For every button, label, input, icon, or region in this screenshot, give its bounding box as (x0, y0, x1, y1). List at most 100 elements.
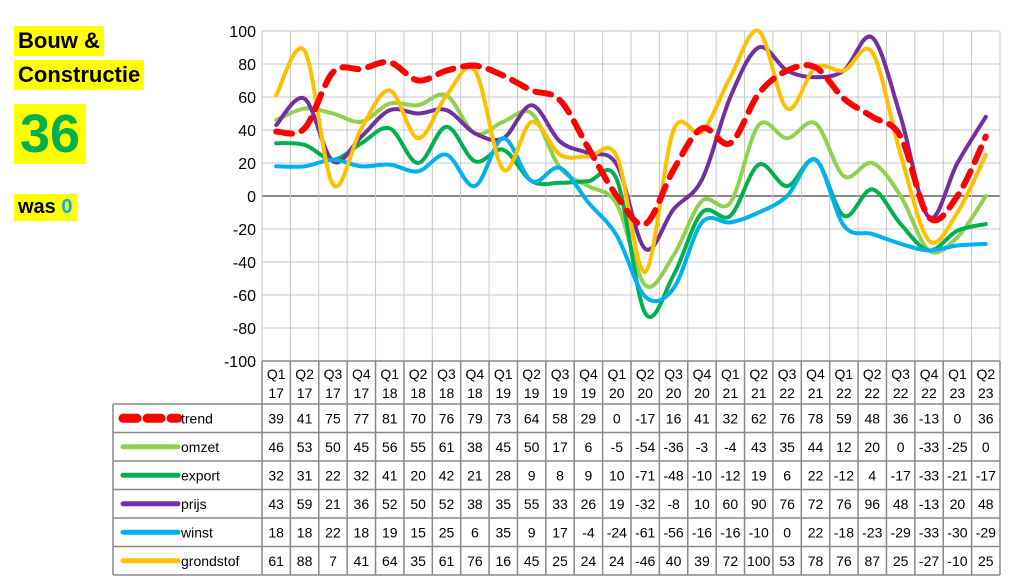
table-cell-grondstof: 64 (382, 553, 398, 569)
x-tick-quarter: Q1 (494, 366, 513, 382)
table-cell-prijs: 33 (552, 496, 568, 512)
table-cell-export: 9 (528, 467, 536, 483)
table-cell-prijs: 10 (694, 496, 710, 512)
table-cell-trend: 77 (354, 410, 370, 426)
table-cell-omzet: 50 (325, 439, 341, 455)
x-tick-year: 20 (637, 385, 653, 401)
x-tick-quarter: Q4 (579, 366, 598, 382)
table-cell-grondstof: 25 (893, 553, 909, 569)
table-cell-grondstof: 61 (439, 553, 455, 569)
y-tick-label: 20 (238, 156, 256, 173)
table-cell-export: 31 (297, 467, 313, 483)
series-line-export (274, 124, 988, 319)
table-cell-trend: 76 (439, 410, 455, 426)
table-cell-grondstof: 78 (808, 553, 824, 569)
table-cell-grondstof: 24 (609, 553, 625, 569)
table-cell-grondstof: 16 (495, 553, 511, 569)
table-cell-prijs: -32 (635, 496, 655, 512)
legend-label-winst: winst (180, 524, 213, 540)
series-line-winst (274, 136, 988, 304)
table-cell-export: 10 (609, 467, 625, 483)
x-tick-year: 17 (325, 385, 341, 401)
x-tick-quarter: Q2 (295, 366, 314, 382)
table-cell-winst: -29 (891, 524, 911, 540)
table-cell-winst: 15 (410, 524, 426, 540)
table-cell-prijs: 48 (893, 496, 909, 512)
table-cell-trend: 41 (297, 410, 313, 426)
x-tick-quarter: Q2 (636, 366, 655, 382)
table-cell-prijs: 76 (836, 496, 852, 512)
table-cell-omzet: 45 (354, 439, 370, 455)
series-line-grondstof (274, 28, 988, 274)
table-cell-prijs: 21 (325, 496, 341, 512)
table-cell-trend: 64 (524, 410, 540, 426)
table-cell-prijs: 35 (495, 496, 511, 512)
x-tick-year: 19 (524, 385, 540, 401)
table-cell-grondstof: 40 (666, 553, 682, 569)
table-cell-trend: 81 (382, 410, 398, 426)
table-cell-omzet: 0 (897, 439, 905, 455)
x-tick-year: 20 (694, 385, 710, 401)
table-cell-export: 28 (495, 467, 511, 483)
table-cell-trend: -13 (919, 410, 939, 426)
legend-label-trend: trend (181, 410, 213, 426)
table-cell-grondstof: 53 (779, 553, 795, 569)
legend-label-export: export (181, 467, 220, 483)
y-tick-label: -60 (233, 288, 256, 305)
table-cell-prijs: 60 (723, 496, 739, 512)
table-cell-trend: 32 (723, 410, 739, 426)
x-tick-year: 21 (808, 385, 824, 401)
table-cell-trend: 78 (808, 410, 824, 426)
table-cell-winst: -33 (919, 524, 939, 540)
table-cell-winst: 9 (528, 524, 536, 540)
table-cell-omzet: 20 (864, 439, 880, 455)
x-tick-quarter: Q1 (721, 366, 740, 382)
x-tick-quarter: Q1 (380, 366, 399, 382)
table-cell-prijs: 48 (978, 496, 994, 512)
table-cell-omzet: -25 (947, 439, 967, 455)
series-line-prijs (274, 34, 988, 252)
x-tick-quarter: Q1 (607, 366, 626, 382)
x-tick-year: 21 (751, 385, 767, 401)
y-tick-label: 80 (238, 57, 256, 74)
table-cell-trend: 48 (864, 410, 880, 426)
table-cell-winst: 22 (808, 524, 824, 540)
table-cell-grondstof: 100 (747, 553, 771, 569)
table-cell-grondstof: 24 (581, 553, 597, 569)
table-cell-prijs: 50 (410, 496, 426, 512)
table-cell-winst: -18 (834, 524, 854, 540)
x-tick-quarter: Q1 (948, 366, 967, 382)
x-tick-year: 22 (864, 385, 880, 401)
table-cell-winst: -56 (663, 524, 683, 540)
table-cell-winst: 19 (382, 524, 398, 540)
table-cell-winst: -23 (862, 524, 882, 540)
table-cell-export: -48 (663, 467, 683, 483)
table-cell-export: 8 (556, 467, 564, 483)
table-cell-prijs: 72 (808, 496, 824, 512)
table-cell-trend: 73 (495, 410, 511, 426)
legend-label-omzet: omzet (181, 439, 219, 455)
legend-label-grondstof: grondstof (181, 553, 239, 569)
x-tick-quarter: Q4 (920, 366, 939, 382)
table-cell-export: 19 (751, 467, 767, 483)
table-cell-winst: -30 (947, 524, 967, 540)
table-cell-grondstof: 76 (836, 553, 852, 569)
table-cell-export: -12 (834, 467, 854, 483)
table-cell-trend: 39 (268, 410, 284, 426)
table-cell-export: 42 (439, 467, 455, 483)
table-cell-trend: 36 (978, 410, 994, 426)
table-cell-omzet: 61 (439, 439, 455, 455)
table-cell-trend: -17 (635, 410, 655, 426)
x-tick-year: 17 (297, 385, 313, 401)
was-label: was (18, 196, 56, 218)
table-cell-prijs: 36 (354, 496, 370, 512)
table-cell-winst: -10 (749, 524, 769, 540)
x-tick-quarter: Q3 (778, 366, 797, 382)
table-cell-export: 22 (325, 467, 341, 483)
table-cell-omzet: 35 (779, 439, 795, 455)
x-tick-quarter: Q2 (522, 366, 541, 382)
table-cell-grondstof: -10 (947, 553, 967, 569)
y-tick-label: 0 (247, 189, 256, 206)
table-cell-prijs: 76 (779, 496, 795, 512)
table-cell-omzet: 6 (585, 439, 593, 455)
